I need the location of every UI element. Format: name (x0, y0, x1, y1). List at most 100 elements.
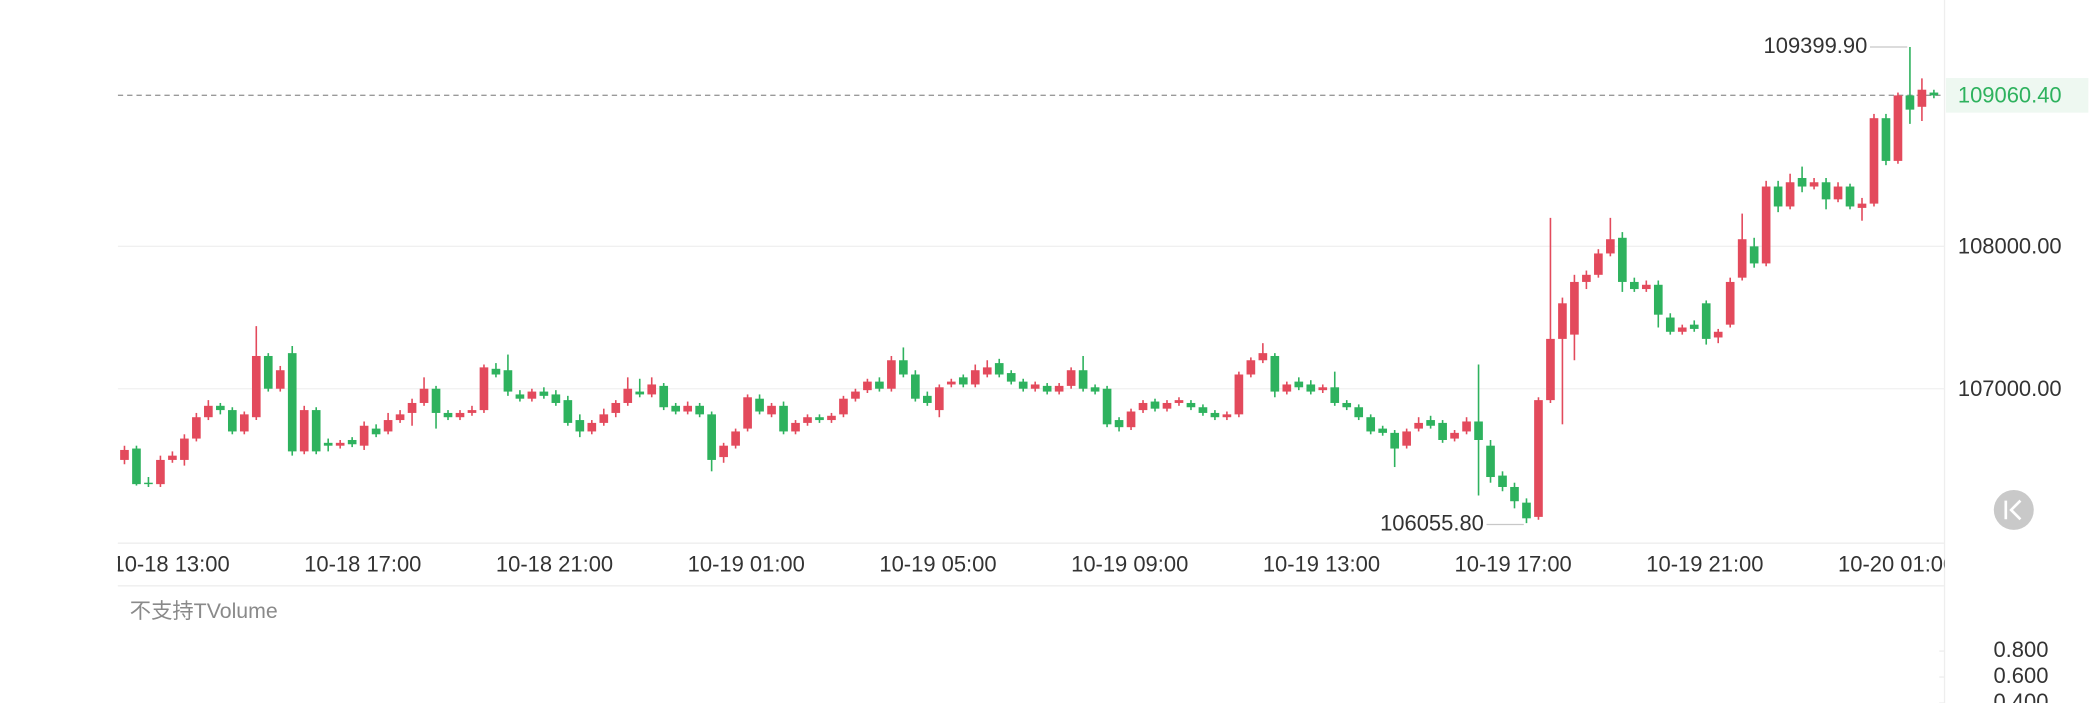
candle-body (1749, 246, 1759, 264)
candle-body (251, 355, 261, 418)
candle-body (311, 410, 321, 452)
volume-tick-label: 0.600 (1993, 663, 2048, 688)
candle-body (527, 391, 537, 399)
candle-body (287, 353, 297, 452)
candle-body (1066, 370, 1076, 386)
candle-body (1809, 182, 1819, 187)
candle-body (1054, 385, 1064, 392)
candle-body (491, 368, 501, 375)
candle-body (263, 355, 273, 389)
candle-body (1606, 239, 1615, 254)
candle-body (192, 417, 201, 439)
candle-body (1797, 177, 1807, 187)
candle-body (443, 412, 453, 418)
last-price-label: 109060.40 (1958, 82, 2062, 107)
candle-body (156, 459, 165, 485)
candle-body (204, 405, 213, 418)
candle-body (515, 394, 525, 399)
candle-body (563, 400, 573, 423)
candle-body (1881, 118, 1891, 161)
volume-tick-label: 0.800 (1993, 637, 2048, 662)
volume-note: 不支持TVolume (130, 599, 278, 623)
candle-body (1318, 387, 1328, 391)
candle-body (863, 381, 872, 391)
candle-body (1929, 92, 1939, 96)
last-price-box (1945, 78, 2089, 113)
candle-body (1306, 384, 1316, 392)
candle-body (946, 381, 956, 385)
candle-body (1570, 281, 1579, 335)
candle-body (1366, 417, 1376, 432)
reset-button[interactable] (1993, 489, 2034, 530)
candle-body (1282, 384, 1292, 392)
x-tick-label: 10-18 21:00 (496, 552, 613, 577)
candle-body (1677, 327, 1687, 332)
candle-body (911, 374, 920, 399)
x-tick-label: 10-19 05:00 (879, 552, 996, 577)
candle-body (851, 391, 860, 399)
candle-body (1857, 203, 1867, 208)
candle-body (587, 422, 597, 432)
candle-body (1126, 411, 1136, 428)
candle-body (467, 410, 477, 413)
candle-body (575, 420, 585, 432)
candle-body (239, 414, 249, 432)
candle-body (335, 442, 345, 446)
candle-body (347, 439, 357, 445)
volume-tick-label: 0.400 (1993, 689, 2048, 703)
candle-body (1402, 431, 1411, 446)
candle-body (1246, 360, 1256, 375)
candle-body (1426, 420, 1435, 426)
candle-body (168, 455, 177, 460)
candle-body (1821, 182, 1831, 200)
candle-body (359, 425, 369, 446)
candle-body (1641, 284, 1651, 290)
candle-body (431, 388, 441, 413)
candle-body (503, 370, 513, 392)
candle-body (120, 449, 129, 460)
candle-body (1486, 445, 1495, 478)
candle-body (923, 395, 932, 403)
candle-body (779, 405, 788, 432)
candle-body (899, 360, 908, 375)
candle-body (1510, 486, 1519, 502)
candle-body (970, 370, 980, 385)
candle-body (1150, 401, 1160, 409)
candle-body (227, 410, 237, 432)
candle-body (635, 391, 645, 395)
candle-body (1689, 324, 1699, 329)
candle-body (875, 381, 884, 389)
x-tick-label: 10-18 17:00 (304, 552, 421, 577)
min-label: 106055.80 (1380, 510, 1484, 535)
candle-body (1414, 422, 1423, 429)
candle-body (1773, 186, 1783, 207)
candle-body (1618, 237, 1627, 282)
candle-body (1761, 186, 1771, 264)
candle-body (1558, 303, 1567, 339)
x-tick-label: 10-19 21:00 (1646, 552, 1763, 577)
candle-body (1006, 373, 1016, 382)
candle-body (803, 417, 812, 423)
candle-body (275, 370, 285, 389)
candle-body (1713, 331, 1723, 338)
candle-body (1594, 253, 1603, 275)
candle-body (1162, 402, 1172, 409)
candle-body (1893, 95, 1903, 161)
candle-body (1102, 388, 1112, 425)
candle-body (216, 405, 225, 411)
candle-body (1905, 95, 1915, 110)
candle-body (755, 398, 764, 412)
candle-body (1665, 317, 1675, 332)
candle-body (719, 445, 728, 458)
candle-body (1018, 381, 1028, 389)
candle-body (647, 384, 657, 395)
candle-body (1450, 432, 1459, 439)
candle-body (695, 405, 704, 415)
candle-body (1354, 407, 1364, 418)
candle-body (1534, 400, 1543, 517)
x-axis: 10-18 13:00 10-18 17:00 10-18 21:00 10-19 0… (118, 552, 1945, 577)
candle-body (479, 367, 489, 411)
candle-body (1138, 402, 1148, 411)
